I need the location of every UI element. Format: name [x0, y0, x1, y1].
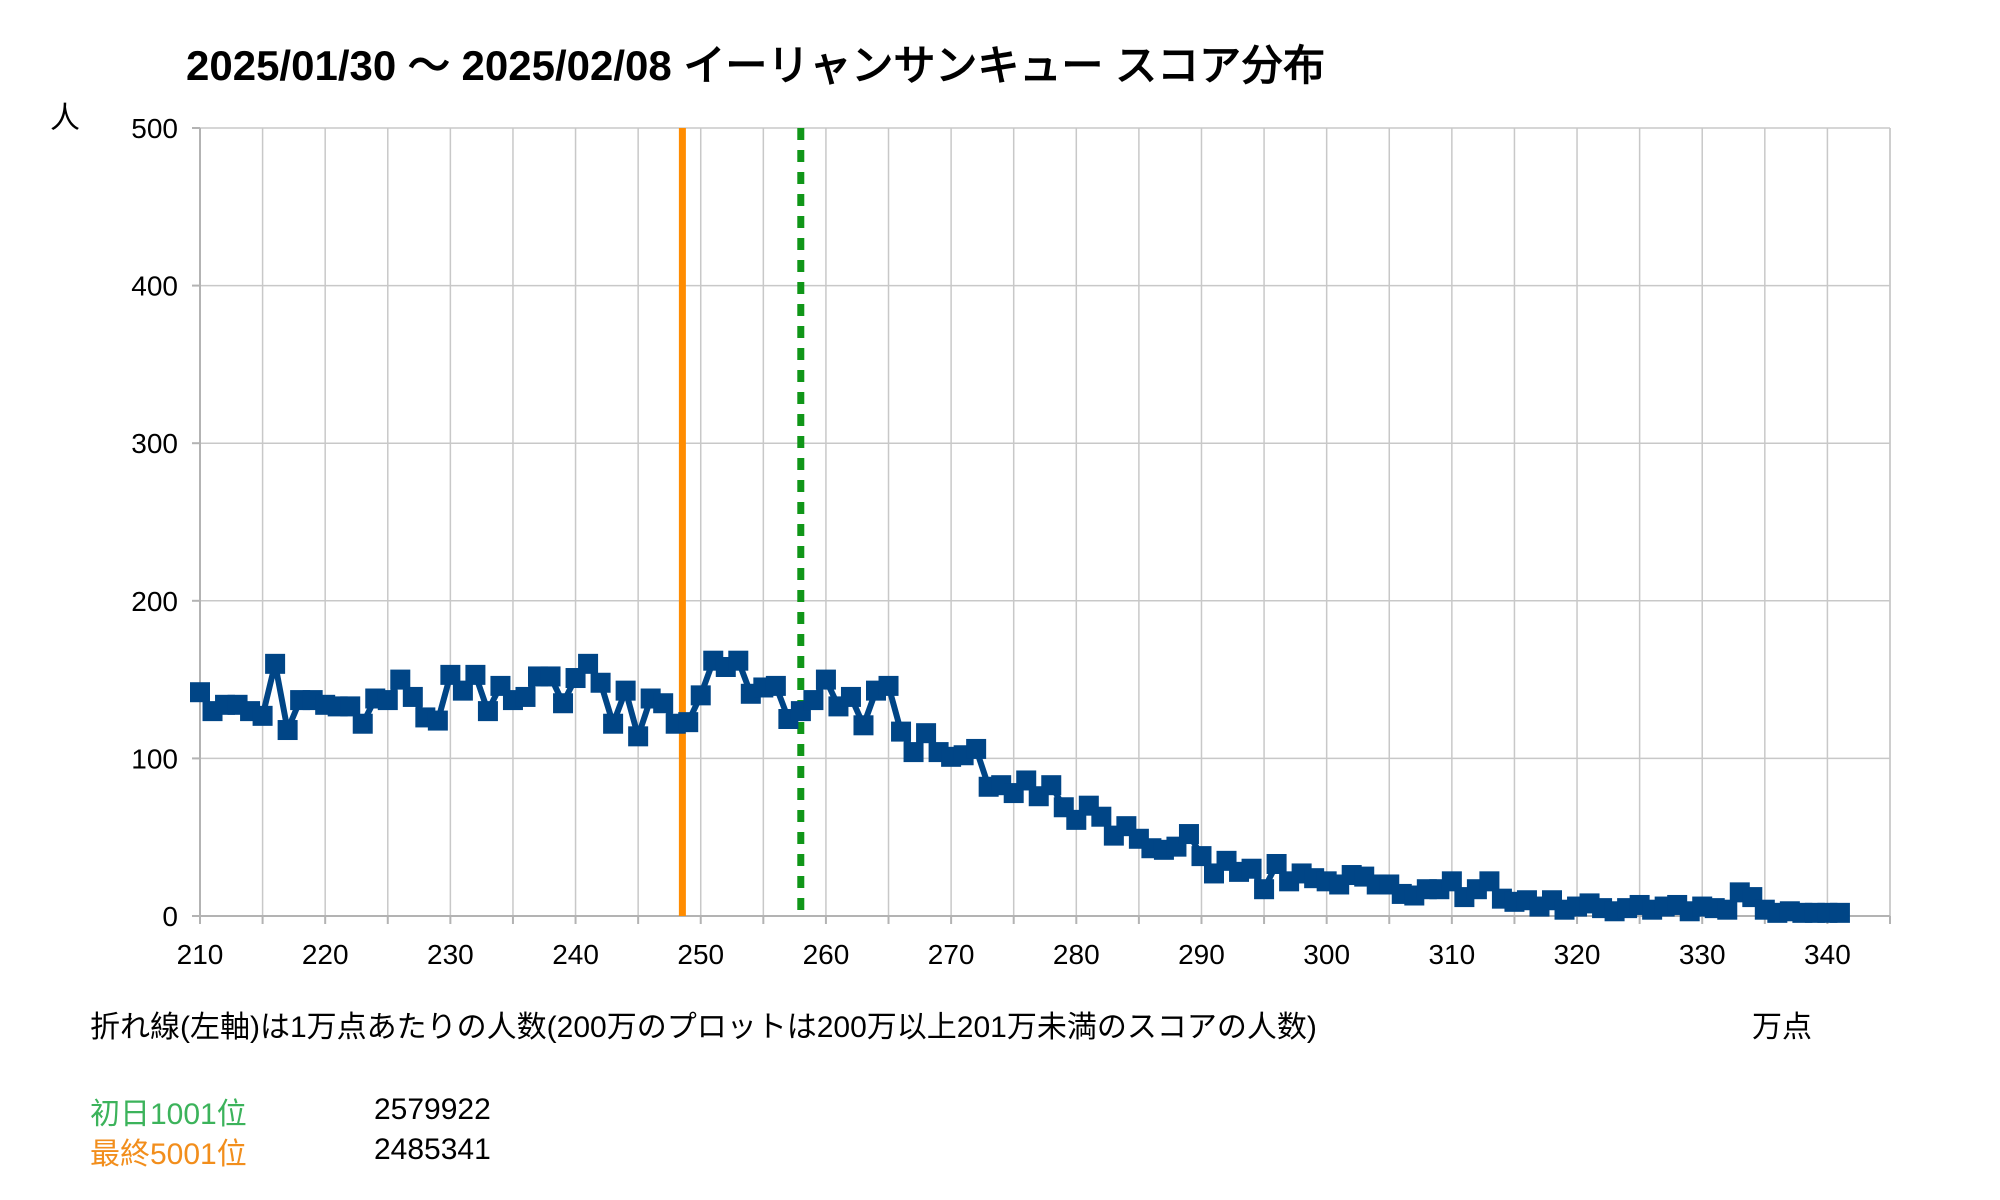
data-point	[603, 713, 624, 734]
data-point	[1266, 853, 1287, 874]
data-point	[277, 720, 298, 741]
data-point	[1717, 899, 1738, 920]
data-point	[765, 675, 786, 696]
data-point	[615, 680, 636, 701]
legend-first-day-label: 初日1001位	[90, 1098, 247, 1131]
data-point	[1041, 775, 1062, 796]
data-point	[402, 686, 423, 707]
tick-labels: 210 220 230 240 250 260 270 280 290 300 310 320 330 3…	[131, 113, 1850, 970]
data-point	[1091, 806, 1112, 827]
data-point	[190, 682, 210, 703]
data-point	[1241, 858, 1262, 879]
x-tick-label: 300	[1303, 939, 1350, 970]
y-tick-label: 300	[131, 428, 178, 459]
data-point	[1016, 770, 1037, 791]
data-point	[540, 666, 561, 687]
data-point	[390, 669, 411, 690]
x-tick-label: 230	[427, 939, 474, 970]
x-tick-label: 320	[1554, 939, 1601, 970]
data-point	[1829, 902, 1850, 923]
data-point	[590, 672, 611, 693]
y-tick-label: 0	[162, 901, 178, 932]
data-point	[352, 713, 373, 734]
legend-final-value: 2485341	[374, 1133, 491, 1166]
chart-title: 2025/01/30 ～ 2025/02/08 イーリャンサンキュー スコア分布	[186, 42, 1325, 89]
data-point	[891, 721, 912, 742]
data-point	[477, 701, 498, 722]
data-point	[853, 715, 874, 736]
data-point	[728, 650, 749, 671]
data-point	[678, 712, 699, 733]
data-point	[440, 664, 461, 685]
x-tick-label: 210	[177, 939, 224, 970]
data-point	[1178, 824, 1199, 845]
y-tick-label: 500	[131, 113, 178, 144]
data-point	[427, 710, 448, 731]
x-axis-unit-label: 万点	[1752, 1011, 1812, 1044]
data-point	[452, 680, 473, 701]
data-point	[653, 693, 674, 714]
data-point	[515, 686, 536, 707]
data-point	[840, 686, 861, 707]
data-point	[815, 669, 836, 690]
x-tick-label: 270	[928, 939, 975, 970]
chart-note: 折れ線(左軸)は1万点あたりの人数(200万のプロットは200万以上201万未満…	[90, 1011, 1317, 1044]
data-point	[966, 738, 987, 759]
data-point	[803, 690, 824, 711]
y-axis-unit-label: 人	[50, 102, 80, 135]
data-point	[578, 653, 599, 674]
x-tick-label: 290	[1178, 939, 1225, 970]
x-tick-label: 280	[1053, 939, 1100, 970]
x-tick-label: 310	[1428, 939, 1475, 970]
data-point	[1254, 879, 1275, 900]
legend-first-day-value: 2579922	[374, 1093, 491, 1126]
data-point	[377, 690, 398, 711]
x-tick-label: 330	[1679, 939, 1726, 970]
data-point	[265, 653, 286, 674]
y-tick-label: 400	[131, 271, 178, 302]
data-point	[1441, 871, 1462, 892]
x-tick-label: 250	[677, 939, 724, 970]
x-tick-label: 240	[552, 939, 599, 970]
data-point	[903, 742, 924, 763]
data-point	[628, 726, 649, 747]
x-tick-label: 260	[803, 939, 850, 970]
data-point	[252, 705, 273, 726]
data-point	[1191, 846, 1212, 867]
x-tick-label: 220	[302, 939, 349, 970]
data-point	[916, 723, 937, 744]
data-point	[553, 693, 574, 714]
data-point	[878, 675, 899, 696]
data-point	[1479, 871, 1500, 892]
data-point	[340, 696, 361, 717]
x-tick-label: 340	[1804, 939, 1851, 970]
data-series	[190, 650, 1850, 923]
y-tick-label: 100	[131, 743, 178, 774]
y-tick-label: 200	[131, 586, 178, 617]
data-point	[465, 664, 486, 685]
data-point	[690, 685, 711, 706]
reference-lines	[678, 128, 805, 916]
legend-final-label: 最終5001位	[90, 1138, 247, 1171]
